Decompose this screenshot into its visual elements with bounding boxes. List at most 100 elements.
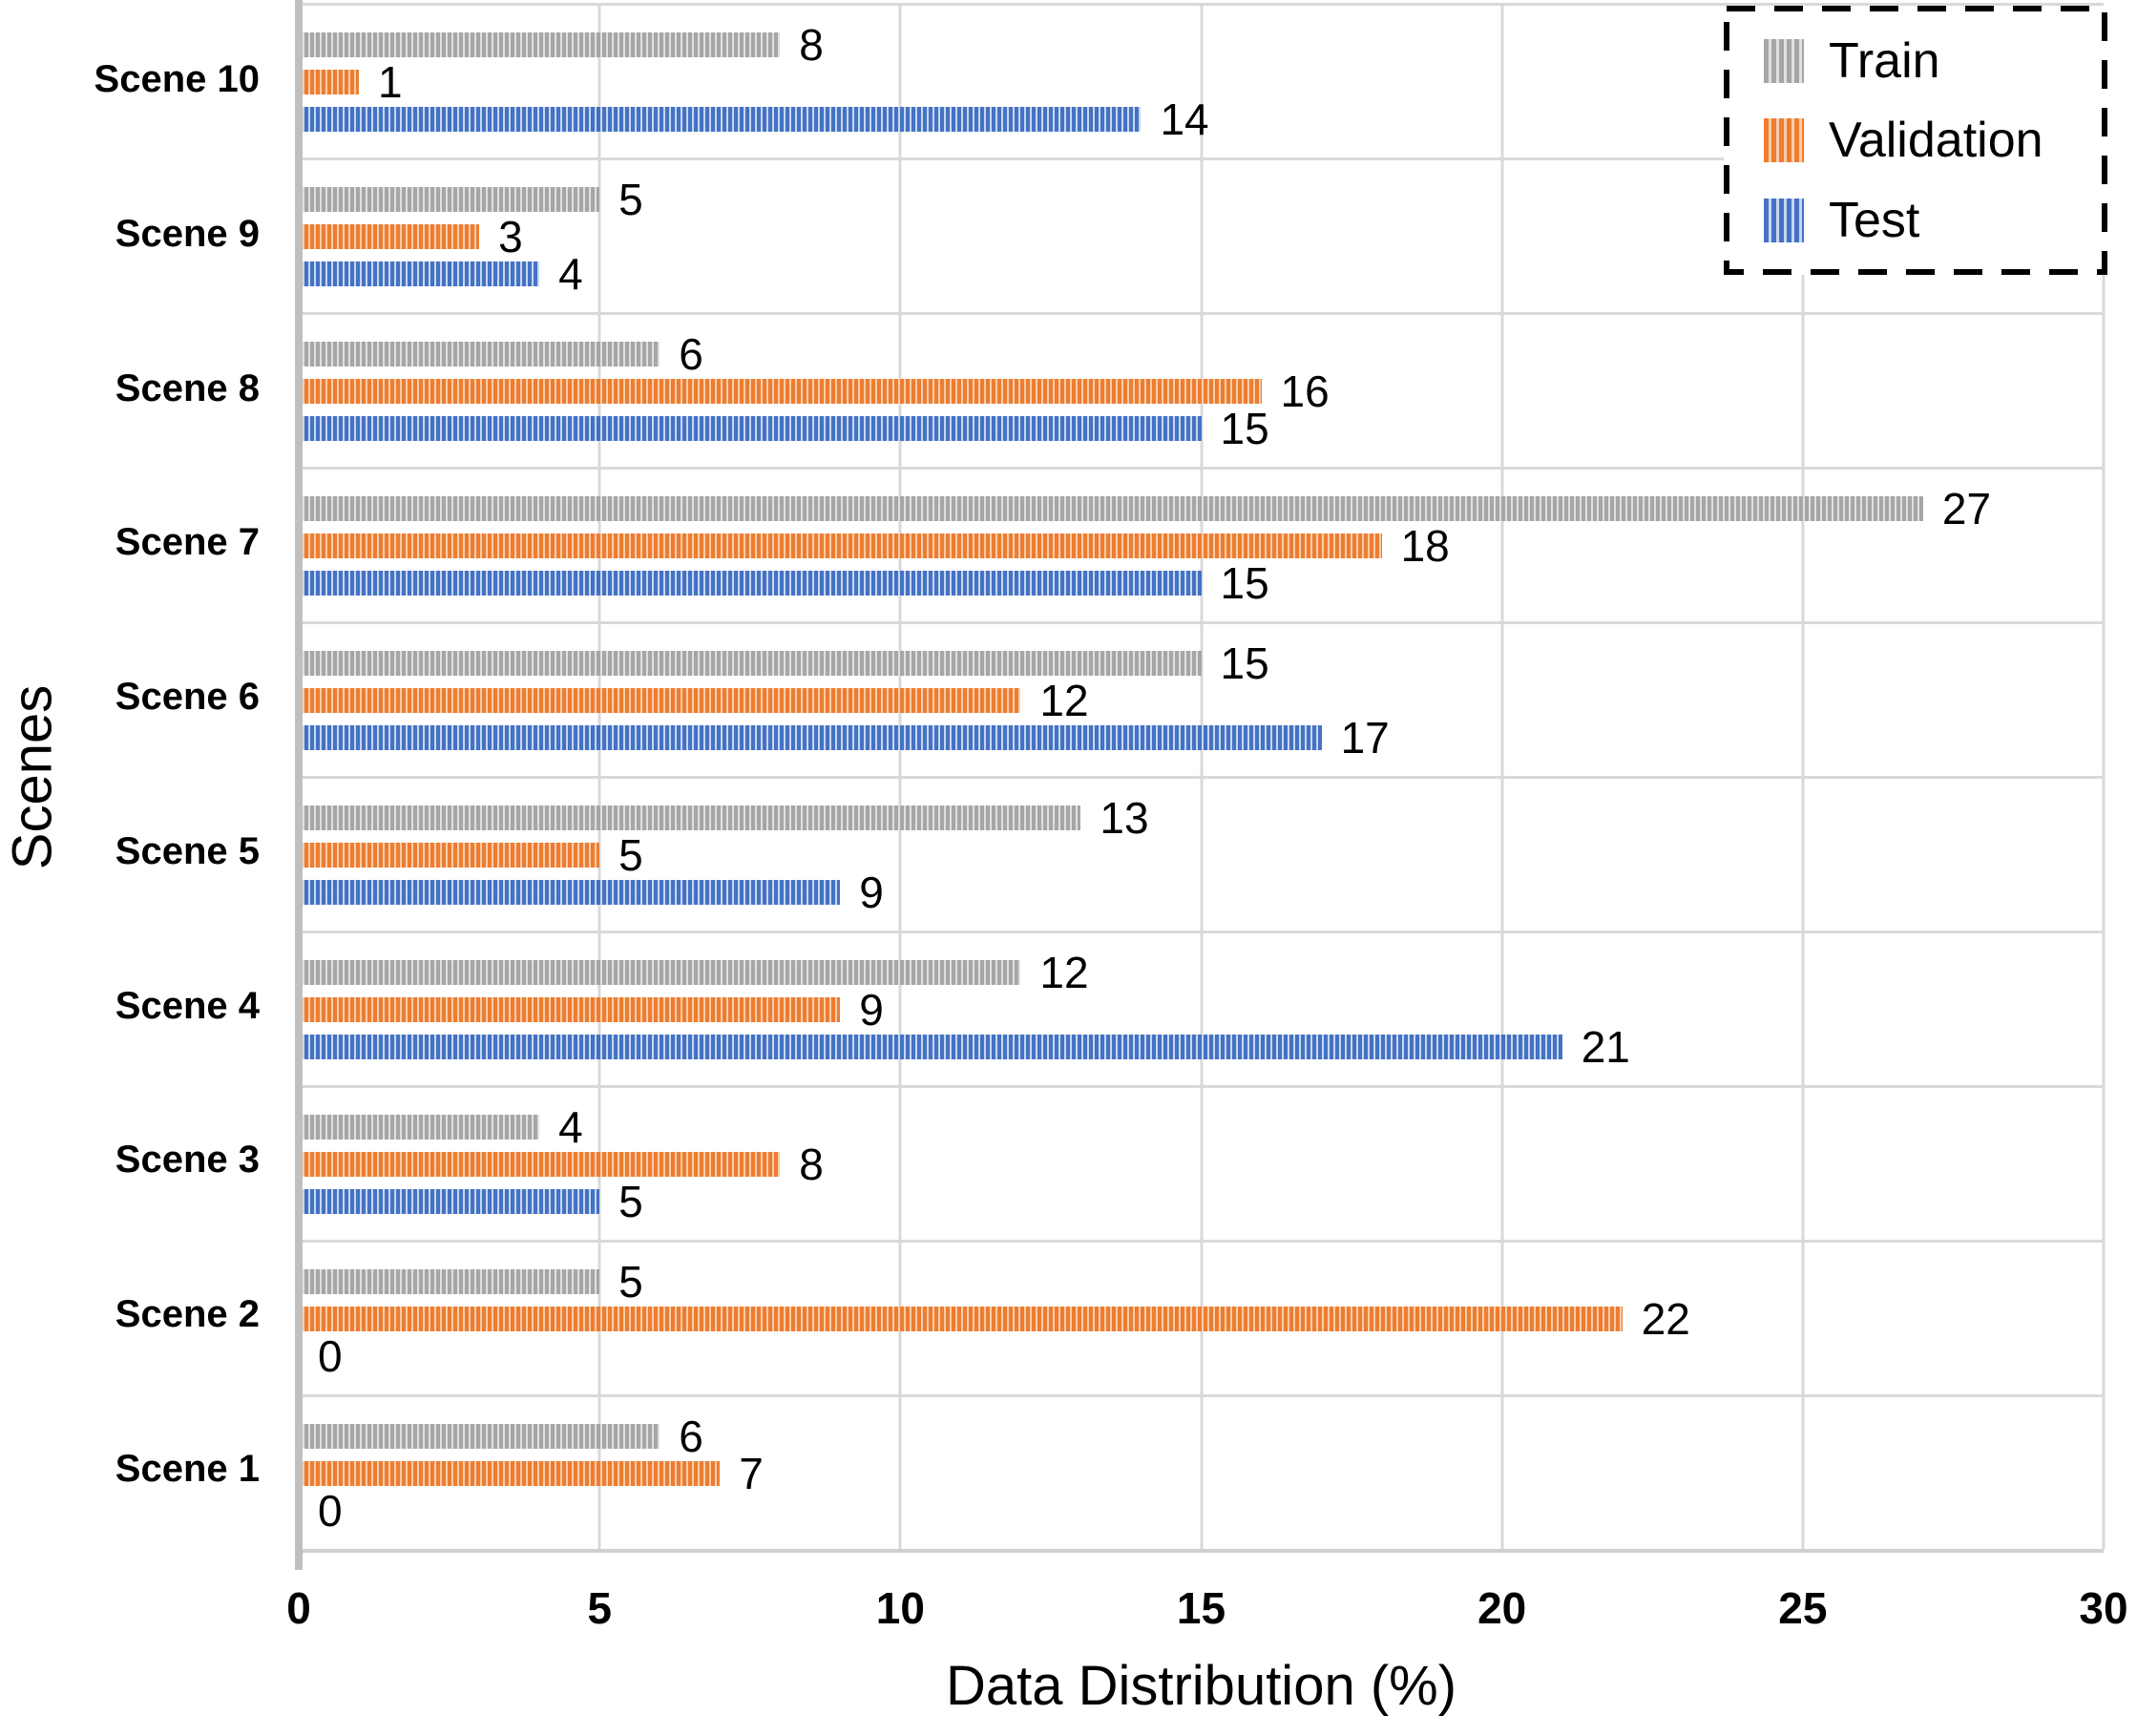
category-label-scene-3: Scene 3 — [115, 1139, 260, 1182]
bar-line-test-scene-2: 0 — [299, 1334, 2104, 1378]
bar-test-scene-9 — [299, 261, 540, 286]
bar-value-label: 14 — [1160, 94, 1209, 144]
bar-validation-scene-4 — [299, 996, 841, 1022]
category-row-scene-10: 8 1 14 — [299, 6, 2104, 160]
bar-validation-scene-9 — [299, 223, 480, 249]
category-row-scene-7: 27 18 15 — [299, 470, 2104, 624]
legend-label-validation: Validation — [1829, 113, 2043, 168]
legend-label-train: Train — [1829, 32, 1940, 89]
category-label-scene-4: Scene 4 — [115, 984, 260, 1027]
bar-line-train-scene-10: 8 — [299, 23, 2104, 67]
bar-line-test-scene-9: 4 — [299, 252, 2104, 296]
x-tick-label-10: 10 — [875, 1583, 925, 1633]
bar-value-label: 15 — [1220, 403, 1269, 453]
bar-test-scene-5 — [299, 879, 841, 905]
x-axis-title: Data Distribution (%) — [945, 1655, 1457, 1717]
bar-test-scene-8 — [299, 415, 1202, 441]
bar-value-label: 15 — [1220, 638, 1269, 688]
x-tick-label-15: 15 — [1176, 1583, 1226, 1633]
vertical-gridline-30 — [2102, 6, 2106, 1549]
bar-line-train-scene-9: 5 — [299, 178, 2104, 221]
plot-area: 8 1 14 5 3 4 6 16 15 27 18 15 15 12 17 13 5 9 12 9 21 4 8 5 5 22 0… — [295, 0, 2106, 1570]
bar-value-label: 8 — [799, 19, 824, 70]
y-axis-line — [295, 0, 303, 1570]
bar-line-validation-scene-10: 1 — [299, 60, 2104, 104]
bar-line-validation-scene-2: 22 — [299, 1297, 2104, 1341]
bar-line-validation-scene-7: 18 — [299, 524, 2104, 568]
bar-line-train-scene-1: 6 — [299, 1414, 2104, 1458]
bar-line-test-scene-1: 0 — [299, 1489, 2104, 1533]
bar-line-test-scene-7: 15 — [299, 561, 2104, 605]
bar-test-scene-7 — [299, 570, 1202, 596]
x-tick-label-25: 25 — [1778, 1583, 1828, 1633]
legend: Train Validation Test — [1724, 6, 2107, 275]
category-label-scene-6: Scene 6 — [115, 676, 260, 719]
legend-item-validation: Validation — [1764, 115, 2107, 165]
bar-value-label: 16 — [1280, 366, 1330, 416]
category-row-scene-2: 5 22 0 — [299, 1243, 2104, 1397]
bar-line-train-scene-2: 5 — [299, 1260, 2104, 1304]
bar-value-label: 5 — [618, 829, 643, 880]
bar-value-label: 5 — [618, 174, 643, 224]
x-axis-ticks: 0 5 10 15 20 25 30 — [286, 1583, 2127, 1643]
bar-value-label: 12 — [1039, 675, 1089, 725]
x-tick-label-5: 5 — [587, 1583, 612, 1633]
category-label-scene-9: Scene 9 — [115, 213, 260, 256]
bar-line-test-scene-10: 14 — [299, 97, 2104, 141]
bar-value-label: 15 — [1220, 557, 1269, 608]
category-label-scene-5: Scene 5 — [115, 829, 260, 872]
bar-test-scene-4 — [299, 1034, 1562, 1059]
bar-line-train-scene-8: 6 — [299, 332, 2104, 376]
bar-line-test-scene-4: 21 — [299, 1025, 2104, 1069]
bar-value-label: 18 — [1400, 520, 1450, 571]
legend-item-test: Test — [1764, 196, 2107, 245]
bar-value-label: 8 — [799, 1139, 824, 1189]
legend-item-train: Train — [1764, 36, 2107, 86]
bar-train-scene-9 — [299, 186, 600, 212]
bar-value-label: 5 — [618, 1256, 643, 1307]
bar-line-test-scene-3: 5 — [299, 1180, 2104, 1224]
legend-label-test: Test — [1829, 192, 1920, 248]
bar-line-test-scene-5: 9 — [299, 870, 2104, 914]
bar-line-validation-scene-6: 12 — [299, 679, 2104, 722]
bar-line-train-scene-4: 12 — [299, 951, 2104, 994]
category-row-scene-4: 12 9 21 — [299, 933, 2104, 1088]
bar-value-label: 9 — [859, 984, 884, 1035]
bar-test-scene-10 — [299, 106, 1142, 132]
bar-line-validation-scene-5: 5 — [299, 833, 2104, 877]
bar-value-label: 1 — [378, 56, 403, 107]
bar-line-validation-scene-9: 3 — [299, 215, 2104, 259]
bar-validation-scene-2 — [299, 1306, 1623, 1331]
category-label-scene-7: Scene 7 — [115, 521, 260, 564]
bar-line-test-scene-6: 17 — [299, 716, 2104, 760]
bar-value-label: 22 — [1641, 1293, 1690, 1344]
bar-validation-scene-1 — [299, 1460, 721, 1486]
bar-value-label: 5 — [618, 1176, 643, 1226]
legend-swatch-test-icon — [1764, 198, 1804, 242]
bar-line-train-scene-7: 27 — [299, 487, 2104, 531]
bar-train-scene-5 — [299, 805, 1081, 830]
bar-value-label: 12 — [1039, 947, 1089, 997]
bar-line-validation-scene-4: 9 — [299, 988, 2104, 1032]
bar-train-scene-3 — [299, 1114, 540, 1140]
bar-line-train-scene-3: 4 — [299, 1105, 2104, 1149]
category-row-scene-5: 13 5 9 — [299, 779, 2104, 933]
bar-train-scene-7 — [299, 495, 1923, 521]
category-label-scene-1: Scene 1 — [115, 1447, 260, 1490]
category-row-scene-8: 6 16 15 — [299, 315, 2104, 470]
x-tick-label-20: 20 — [1477, 1583, 1527, 1633]
category-label-scene-10: Scene 10 — [94, 58, 260, 101]
bar-line-validation-scene-8: 16 — [299, 369, 2104, 413]
bar-train-scene-6 — [299, 650, 1202, 676]
bar-rows: 8 1 14 5 3 4 6 16 15 27 18 15 15 12 17 13 5 9 12 9 21 4 8 5 5 22 0… — [299, 6, 2104, 1549]
bar-validation-scene-8 — [299, 378, 1262, 404]
bar-line-train-scene-6: 15 — [299, 641, 2104, 685]
bar-train-scene-8 — [299, 341, 660, 366]
legend-swatch-validation-icon — [1764, 118, 1804, 162]
bar-validation-scene-7 — [299, 533, 1382, 558]
category-labels: Scene 10 Scene 9 Scene 8 Scene 7 Scene 6 Scen… — [0, 3, 286, 1546]
bar-value-label: 6 — [679, 1411, 703, 1461]
